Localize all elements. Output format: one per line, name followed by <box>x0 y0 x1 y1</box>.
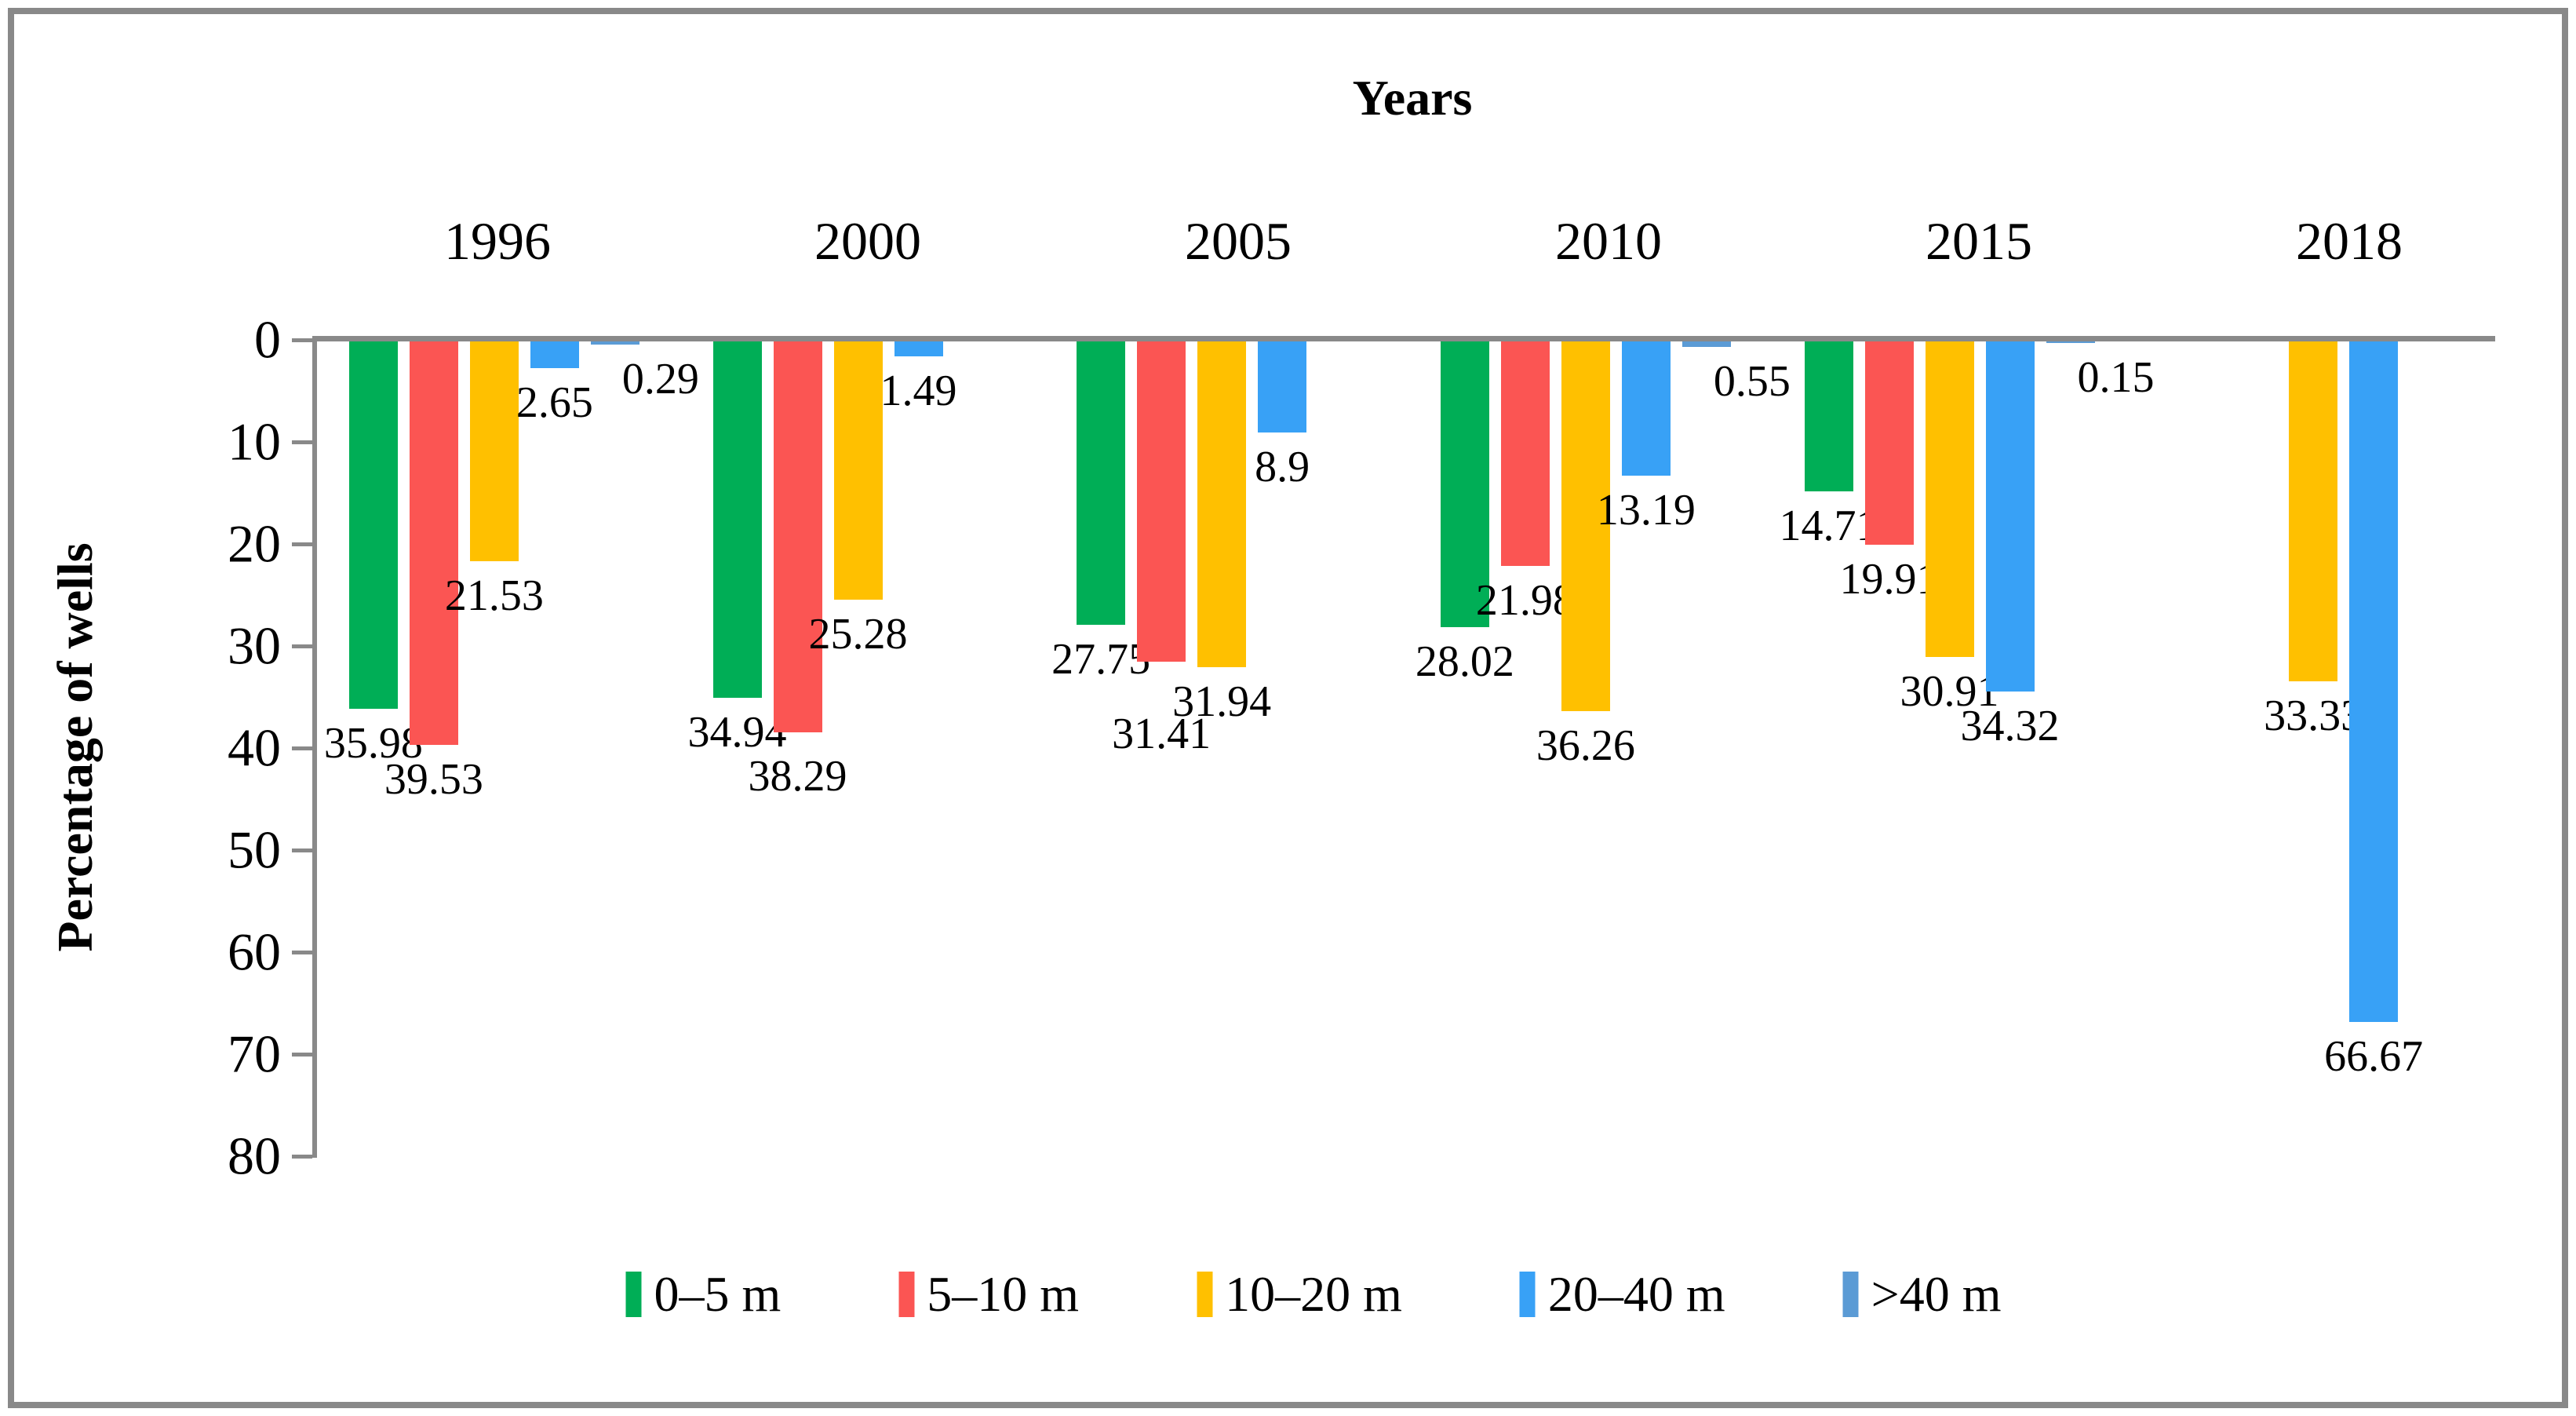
legend-label: >40 m <box>1871 1266 2002 1322</box>
legend-label: 10–20 m <box>1225 1266 1402 1322</box>
bar-2005-0-5-m <box>1077 340 1126 625</box>
y-tick-mark <box>292 951 312 954</box>
bar-value-label: 0.29 <box>621 354 699 403</box>
bar-value-label: 30.91 <box>1900 666 1999 716</box>
bar-value-label: 39.53 <box>384 754 483 804</box>
bar-2010-0-5-m <box>1440 340 1489 628</box>
bar-value-label: 0.55 <box>1713 357 1791 407</box>
y-tick-label: 10 <box>228 411 281 472</box>
y-tick-mark <box>292 849 312 852</box>
legend-label: 5–10 m <box>927 1266 1080 1322</box>
bar-1996-20-40-m <box>530 340 579 369</box>
year-label-2018: 2018 <box>2296 211 2403 271</box>
year-label-2015: 2015 <box>1926 211 2032 271</box>
bar-value-label: 36.26 <box>1536 721 1635 771</box>
bar-2015-10-20-m <box>1925 340 1974 657</box>
bar-value-label: 35.98 <box>323 718 423 768</box>
bar-value-label: 1.49 <box>880 367 957 416</box>
y-tick-label: 40 <box>228 717 281 778</box>
y-tick-label: 0 <box>254 309 281 370</box>
legend-item-0-5-m: 0–5 m <box>625 1265 782 1323</box>
bar-2010-10-20-m <box>1561 340 1610 712</box>
y-tick-label: 60 <box>228 921 281 982</box>
bar-value-label: 34.94 <box>687 708 787 757</box>
bar-2000-5-10-m <box>773 340 822 732</box>
year-label-2010: 2010 <box>1555 211 1662 271</box>
year-label-1996: 1996 <box>444 211 551 271</box>
y-tick-label: 30 <box>228 615 281 676</box>
bar-value-label: 2.65 <box>516 378 593 428</box>
bar-value-label: 31.41 <box>1112 710 1211 759</box>
bar-1996-40-m <box>590 340 639 345</box>
y-tick-label: 20 <box>228 513 281 574</box>
bar-2005-5-10-m <box>1137 340 1186 662</box>
bar-2015-5-10-m <box>1864 340 1914 545</box>
bar-value-label: 14.71 <box>1779 502 1878 551</box>
legend-item-40-m: >40 m <box>1842 1265 2002 1323</box>
y-tick-mark <box>292 746 312 750</box>
bar-2000-10-20-m <box>833 340 883 600</box>
y-tick-mark <box>292 542 312 546</box>
legend-label: 20–40 m <box>1547 1266 1725 1322</box>
bar-value-label: 27.75 <box>1051 634 1151 684</box>
bar-value-label: 21.98 <box>1475 575 1575 625</box>
bar-2015-20-40-m <box>1985 340 2035 692</box>
legend-label: 0–5 m <box>654 1266 782 1322</box>
y-tick-label: 80 <box>228 1126 281 1186</box>
bar-2018-20-40-m <box>2349 340 2399 1022</box>
bar-2000-0-5-m <box>712 340 762 699</box>
bar-2010-5-10-m <box>1500 340 1550 566</box>
legend: 0–5 m 5–10 m 10–20 m 20–40 m >40 m <box>625 1265 2002 1323</box>
bar-2005-20-40-m <box>1258 340 1307 432</box>
bar-value-label: 28.02 <box>1415 637 1514 687</box>
bar-2018-10-20-m <box>2289 340 2338 682</box>
bar-value-label: 25.28 <box>808 609 908 659</box>
legend-item-10-20-m: 10–20 m <box>1197 1265 1402 1323</box>
chart-frame <box>8 8 2568 1408</box>
bar-2000-20-40-m <box>894 340 943 357</box>
legend-swatch-10-20-m <box>1197 1272 1213 1317</box>
legend-swatch-5-10-m <box>898 1272 915 1317</box>
bar-value-label: 13.19 <box>1596 486 1696 535</box>
bar-1996-5-10-m <box>409 340 458 745</box>
legend-item-5-10-m: 5–10 m <box>898 1265 1079 1323</box>
bar-value-label: 21.53 <box>444 571 544 620</box>
year-label-2000: 2000 <box>814 211 921 271</box>
legend-item-20-40-m: 20–40 m <box>1519 1265 1725 1323</box>
legend-swatch-0-5-m <box>625 1272 642 1317</box>
y-tick-label: 70 <box>228 1024 281 1084</box>
y-tick-mark <box>292 440 312 444</box>
y-tick-label: 50 <box>228 819 281 880</box>
legend-swatch-20-40-m <box>1519 1272 1536 1317</box>
bar-1996-10-20-m <box>469 340 519 561</box>
y-tick-mark <box>292 1155 312 1159</box>
chart-title: Years <box>1352 70 1473 126</box>
bar-1996-0-5-m <box>348 340 398 709</box>
bar-2005-10-20-m <box>1197 340 1247 668</box>
bar-value-label: 19.91 <box>1839 554 1939 604</box>
bar-value-label: 38.29 <box>748 751 847 801</box>
year-label-2005: 2005 <box>1185 211 1292 271</box>
bar-value-label: 33.33 <box>2264 692 2363 741</box>
bar-2010-40-m <box>1682 340 1731 348</box>
bar-2010-20-40-m <box>1621 340 1671 476</box>
y-tick-mark <box>292 338 312 342</box>
bar-2015-0-5-m <box>1804 340 1853 492</box>
y-axis-line <box>312 336 317 1158</box>
bar-value-label: 8.9 <box>1255 442 1310 491</box>
legend-swatch-40-m <box>1842 1272 1859 1317</box>
x-axis-line <box>312 336 2495 341</box>
bar-value-label: 66.67 <box>2324 1031 2424 1081</box>
y-tick-mark <box>292 1053 312 1057</box>
bar-value-label: 31.94 <box>1172 677 1272 727</box>
y-tick-mark <box>292 644 312 648</box>
bar-value-label: 34.32 <box>1960 702 2060 751</box>
bar-value-label: 0.15 <box>2077 352 2155 402</box>
